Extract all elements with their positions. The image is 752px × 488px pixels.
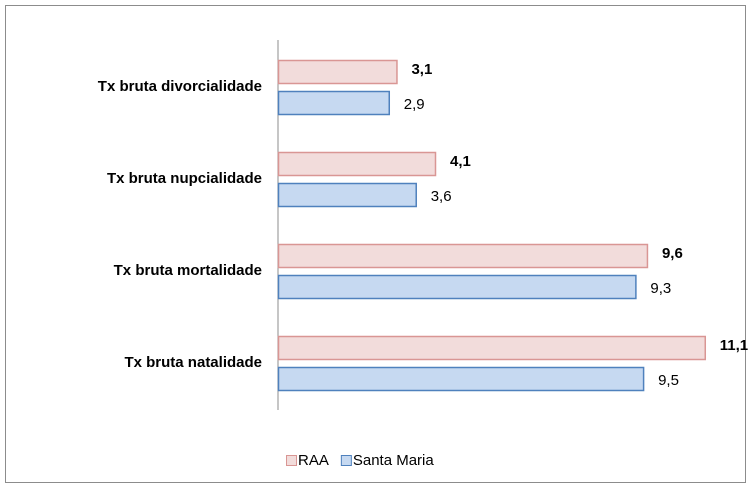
bar: [277, 90, 391, 116]
bar: [277, 274, 637, 300]
value-label: 9,5: [658, 372, 679, 389]
bar: [277, 59, 398, 85]
category-label: Tx bruta natalidade: [124, 354, 262, 371]
bar: [277, 243, 649, 269]
bar: [277, 335, 707, 361]
category-label: Tx bruta divorcialidade: [98, 78, 262, 95]
category-label: Tx bruta nupcialidade: [107, 170, 262, 187]
value-label: 2,9: [404, 96, 425, 113]
value-label: 4,1: [450, 153, 471, 170]
value-label: 9,3: [650, 280, 671, 297]
bar: [277, 366, 645, 392]
category-label: Tx bruta mortalidade: [114, 262, 262, 279]
legend-label: Santa Maria: [353, 452, 435, 469]
bar: [277, 182, 417, 208]
value-label: 11,1: [720, 337, 748, 354]
legend-swatch: [286, 455, 297, 466]
legend-swatch: [340, 455, 352, 466]
value-label: 3,1: [411, 61, 432, 78]
value-label: 9,6: [662, 245, 683, 262]
bar: [277, 151, 437, 177]
value-label: 3,6: [431, 188, 452, 205]
legend-label: RAA: [298, 452, 329, 469]
